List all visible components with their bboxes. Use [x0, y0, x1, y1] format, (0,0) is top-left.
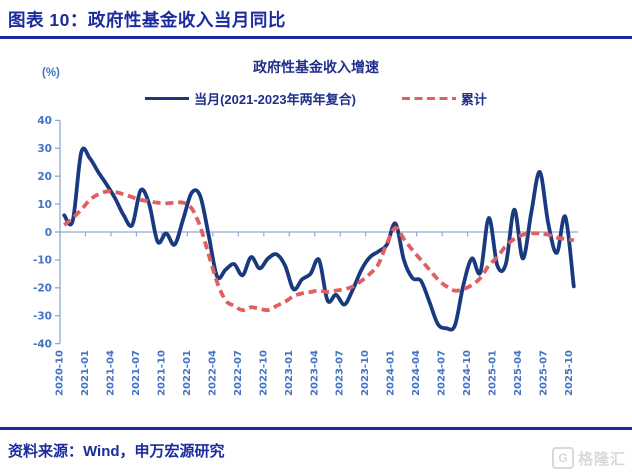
gelonghui-logo-icon: G: [551, 447, 574, 469]
svg-text:0: 0: [45, 227, 52, 239]
svg-text:-10: -10: [33, 255, 52, 267]
svg-text:2021-01: 2021-01: [80, 350, 91, 396]
svg-text:-40: -40: [33, 338, 52, 350]
svg-text:-20: -20: [33, 283, 52, 295]
svg-text:2025-04: 2025-04: [513, 350, 524, 396]
svg-text:2024-10: 2024-10: [462, 350, 473, 396]
svg-text:2021-10: 2021-10: [156, 350, 167, 396]
svg-text:40: 40: [37, 115, 52, 127]
svg-text:2021-07: 2021-07: [131, 350, 142, 396]
svg-text:2020-10: 2020-10: [55, 350, 66, 396]
svg-text:2022-01: 2022-01: [182, 350, 193, 396]
svg-text:2024-04: 2024-04: [411, 350, 422, 396]
svg-text:2022-07: 2022-07: [233, 350, 244, 396]
chart-legend: 当月(2021-2023年两年复合) 累计: [0, 89, 632, 108]
gelonghui-watermark: G 格隆汇: [551, 447, 626, 469]
source-text: 资料来源：Wind，申万宏源研究: [8, 443, 225, 460]
svg-text:2024-07: 2024-07: [437, 350, 448, 396]
figure-title: 图表 10：政府性基金收入当月同比: [8, 10, 286, 30]
svg-text:2023-10: 2023-10: [360, 350, 371, 396]
svg-text:10: 10: [37, 199, 52, 211]
legend-item-cumulative: 累计: [401, 89, 487, 108]
title-underline-rule: [0, 36, 632, 39]
svg-text:-30: -30: [33, 311, 52, 323]
svg-text:2025-01: 2025-01: [488, 350, 499, 396]
svg-text:2024-01: 2024-01: [386, 350, 397, 396]
solid-line-swatch: [145, 96, 190, 101]
svg-text:2022-04: 2022-04: [207, 350, 218, 396]
svg-text:2023-07: 2023-07: [335, 350, 346, 396]
footer-rule: [0, 427, 632, 430]
legend-label-cumulative: 累计: [460, 92, 487, 107]
svg-text:2025-10: 2025-10: [564, 350, 575, 396]
svg-text:2023-04: 2023-04: [309, 350, 320, 396]
svg-text:2022-10: 2022-10: [258, 350, 269, 396]
svg-text:2021-04: 2021-04: [105, 350, 116, 396]
legend-label-monthly: 当月(2021-2023年两年复合): [194, 92, 356, 107]
dashed-line-swatch: [401, 96, 456, 101]
svg-text:2023-01: 2023-01: [284, 350, 295, 396]
gelonghui-watermark-text: 格隆汇: [577, 450, 626, 468]
svg-text:30: 30: [37, 143, 52, 155]
y-axis-unit-label: (%): [42, 67, 60, 79]
svg-text:20: 20: [37, 171, 52, 183]
chart-title: 政府性基金收入增速: [253, 59, 379, 75]
svg-text:2025-07: 2025-07: [539, 350, 550, 396]
legend-item-monthly: 当月(2021-2023年两年复合): [145, 89, 356, 108]
